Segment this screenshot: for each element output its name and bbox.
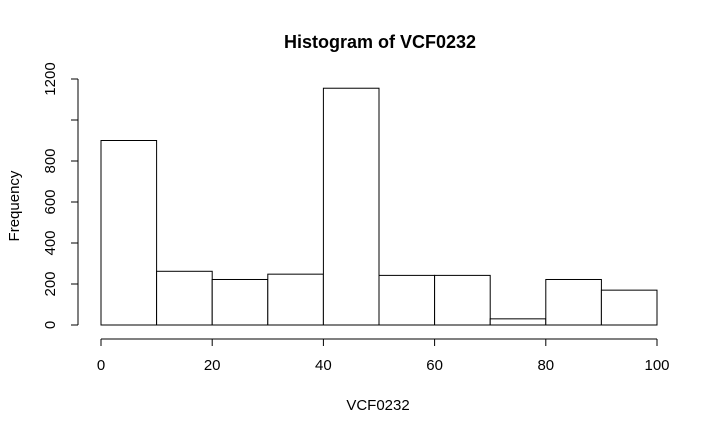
y-tick-label: 800: [42, 148, 59, 173]
y-axis-title: Frequency: [6, 170, 23, 241]
histogram-bar: [434, 274, 491, 326]
histogram-bar: [100, 140, 158, 326]
x-tick-label: 40: [315, 357, 332, 374]
histogram-bar: [211, 278, 269, 326]
x-tick-label: 80: [537, 357, 554, 374]
y-axis: 0 200 400 600 800 1200: [42, 62, 79, 329]
chart-title: Histogram of VCF0232: [284, 32, 476, 52]
histogram-bar: [545, 278, 602, 326]
histogram-bar: [489, 318, 547, 326]
x-axis: 0 20 40 60 80 100: [97, 338, 670, 374]
x-axis-title: VCF0232: [346, 397, 409, 414]
y-tick-label: 1200: [42, 62, 59, 95]
histogram-bar: [322, 87, 380, 326]
x-tick-label: 60: [426, 357, 443, 374]
bars-group: [100, 87, 658, 326]
histogram-bar: [378, 274, 436, 326]
y-tick-label: 600: [42, 189, 59, 214]
x-tick-label: 0: [97, 357, 105, 374]
histogram-bar: [267, 273, 324, 326]
x-tick-label: 20: [204, 357, 221, 374]
x-tick-label: 100: [644, 357, 669, 374]
histogram-bar: [156, 270, 213, 326]
y-tick-label: 400: [42, 230, 59, 255]
y-tick-label: 200: [42, 271, 59, 296]
histogram-bar: [600, 289, 658, 326]
y-tick-label: 0: [42, 321, 59, 329]
